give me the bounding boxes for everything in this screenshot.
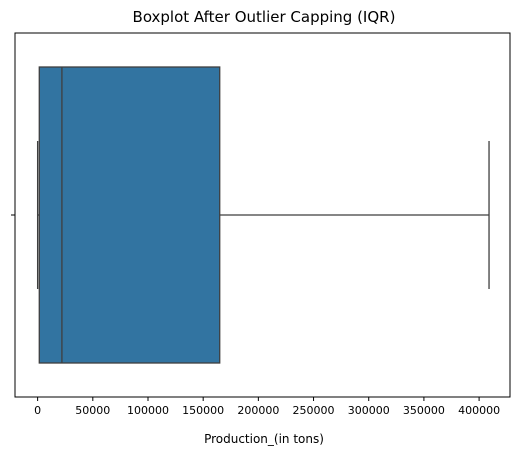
x-tick-label: 300000: [348, 404, 390, 417]
x-tick-label: 100000: [127, 404, 169, 417]
x-tick-label: 200000: [237, 404, 279, 417]
x-axis-label: Production_(in tons): [204, 432, 324, 446]
x-tick-label: 400000: [458, 404, 500, 417]
x-tick-label: 0: [34, 404, 41, 417]
chart-title: Boxplot After Outlier Capping (IQR): [133, 8, 396, 26]
x-tick-label: 50000: [75, 404, 110, 417]
x-tick-label: 350000: [403, 404, 445, 417]
x-axis: 0 50000 100000 150000 200000 250000 300000 3500…: [34, 397, 500, 417]
x-tick-label: 250000: [293, 404, 335, 417]
iqr-box: [39, 67, 219, 363]
x-tick-label: 150000: [182, 404, 224, 417]
plot-area: [15, 33, 510, 397]
